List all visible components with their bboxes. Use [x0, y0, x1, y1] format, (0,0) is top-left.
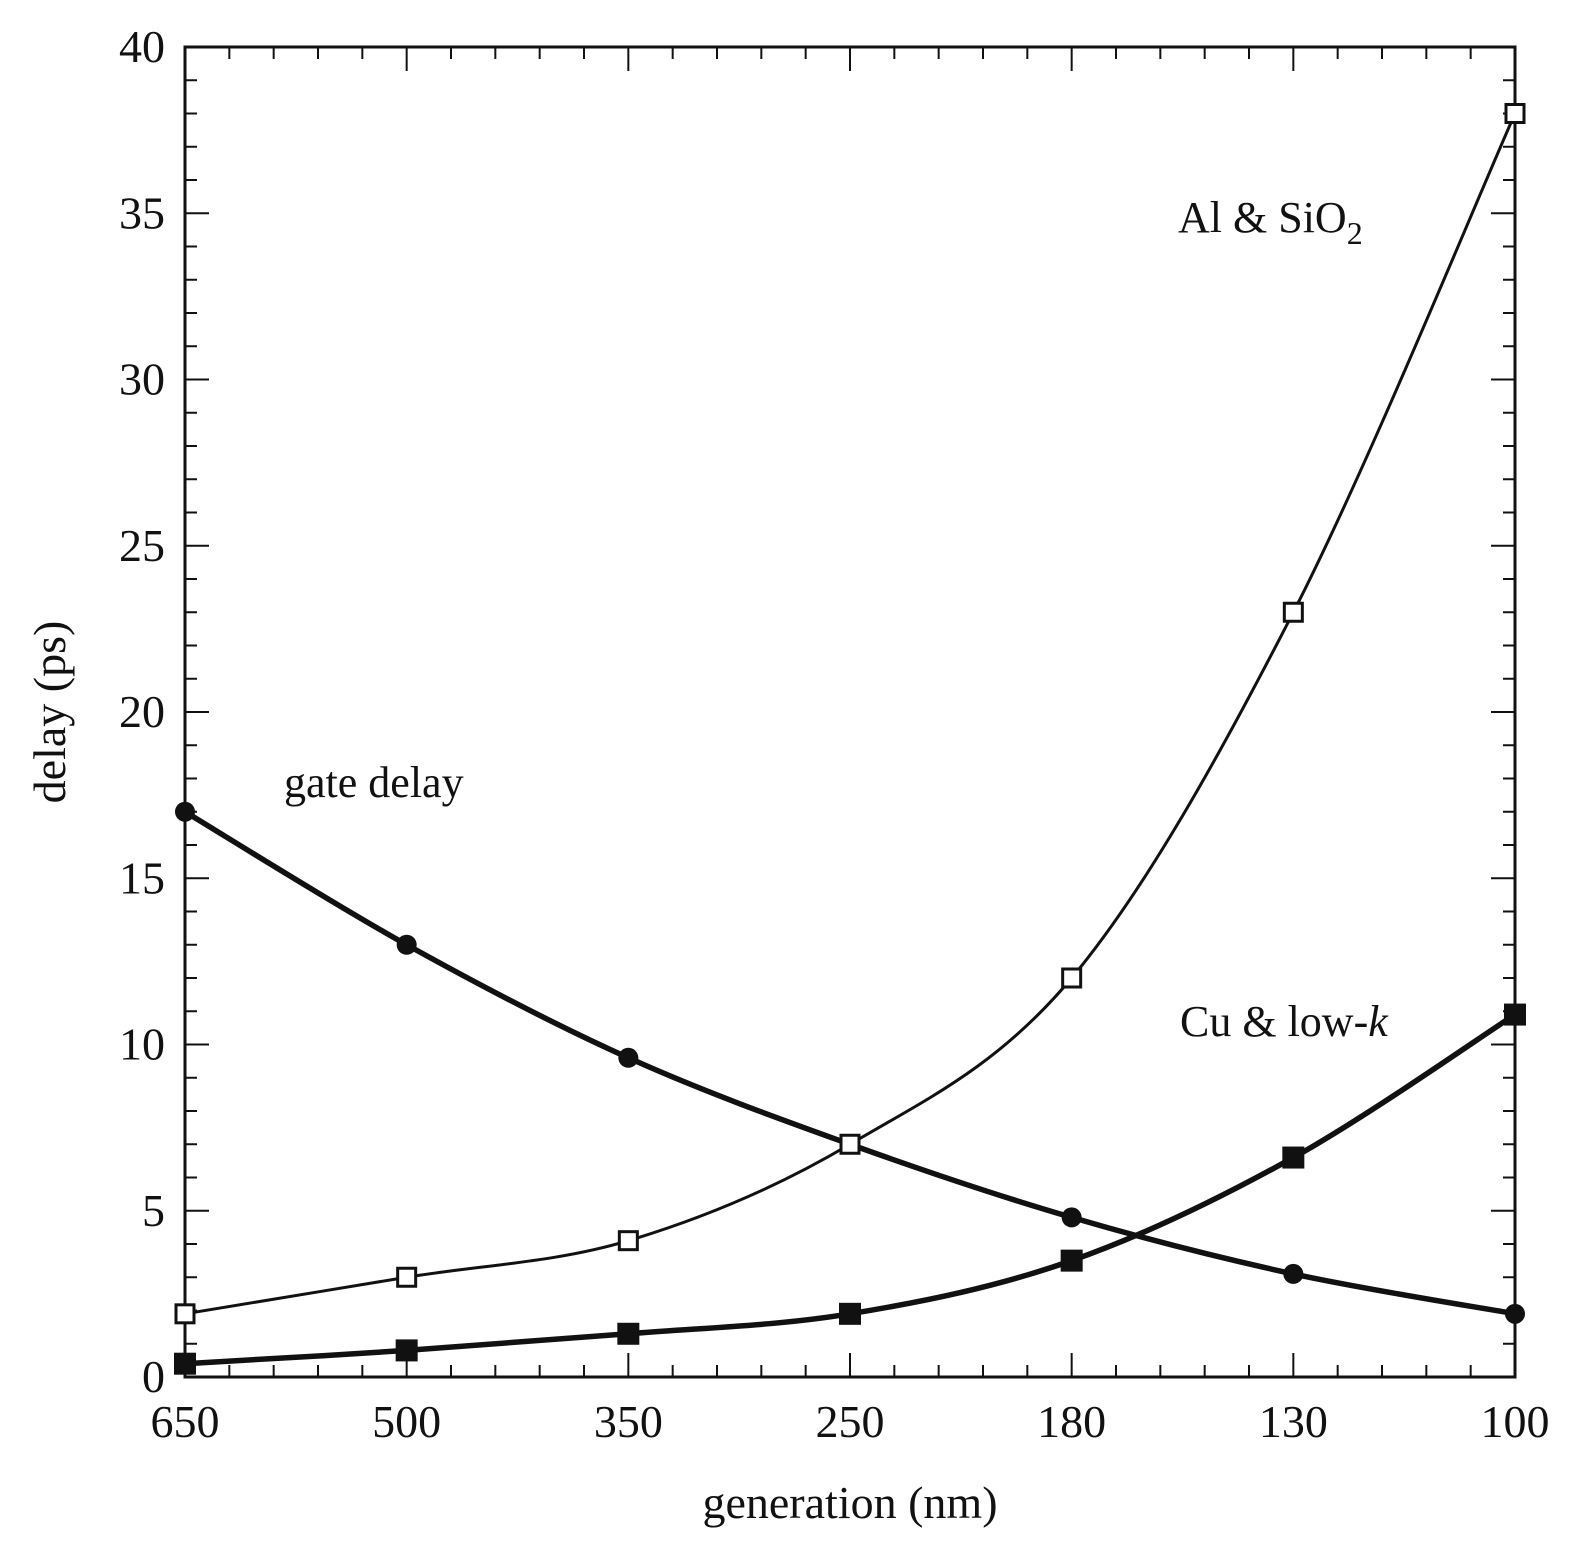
x-tick-label: 180 [1037, 1396, 1106, 1447]
gate-delay-point [618, 1047, 639, 1068]
y-tick-label: 15 [119, 852, 165, 903]
y-tick-label: 0 [142, 1351, 165, 1402]
y-axis-label: delay (ps) [24, 621, 75, 804]
gate-delay-point [1061, 1207, 1082, 1228]
cu-low-k-point [1504, 1003, 1526, 1026]
y-tick-label: 30 [119, 354, 165, 405]
y-tick-label: 10 [119, 1019, 165, 1070]
plot-frame [183, 45, 1517, 1379]
y-tick-label: 40 [119, 21, 165, 72]
al-sio2-point [1504, 103, 1526, 124]
cu-low-k-point [839, 1302, 861, 1325]
x-tick-label: 350 [594, 1396, 663, 1447]
gate-delay-point [1505, 1303, 1525, 1324]
x-axis-label: generation (nm) [702, 1477, 997, 1528]
gate-delay-annotation: gate delay [284, 758, 464, 807]
al-sio2-point [1282, 601, 1304, 623]
y-tick-label: 5 [142, 1185, 165, 1236]
italic-k: k [1368, 997, 1389, 1046]
y-tick-label: 35 [119, 187, 165, 238]
cu-low-k-point [1282, 1146, 1305, 1169]
x-tick-label: 250 [816, 1396, 885, 1447]
cu-low-k-point [395, 1339, 418, 1362]
al-sio2-point [174, 1303, 196, 1325]
cu-low-k-point [1060, 1249, 1083, 1272]
gate-delay-line [182, 809, 1518, 1317]
cu-low-k-annotation: Cu & low-k [1180, 997, 1389, 1046]
al-sio2-point [396, 1266, 418, 1288]
cu-low-k-point [617, 1322, 640, 1345]
y-tick-labels: 0 5 10 15 20 25 30 35 40 [119, 21, 165, 1402]
gate-delay-point [175, 801, 195, 822]
x-tick-label: 500 [372, 1396, 441, 1447]
x-tick-labels: 650 500 350 250 180 130 100 [151, 1396, 1550, 1447]
al-sio2-line [183, 112, 1517, 1316]
cu-low-k-point [174, 1352, 196, 1375]
x-tick-label: 650 [151, 1396, 220, 1447]
axis-ticks [184, 46, 1515, 1378]
subscript-2: 2 [1347, 215, 1363, 251]
x-tick-label: 130 [1259, 1396, 1328, 1447]
gate-delay-point [1283, 1263, 1304, 1284]
al-sio2-point [1061, 967, 1083, 989]
gate-delay-point [396, 934, 417, 955]
x-tick-label: 100 [1481, 1396, 1550, 1447]
al-sio2-point [839, 1133, 861, 1155]
series-lines [182, 112, 1518, 1367]
y-tick-label: 20 [119, 686, 165, 737]
series-markers [174, 103, 1526, 1375]
al-sio2-annotation: Al & SiO2 [1178, 193, 1363, 251]
al-sio2-point [617, 1230, 639, 1252]
y-tick-label: 25 [119, 520, 165, 571]
